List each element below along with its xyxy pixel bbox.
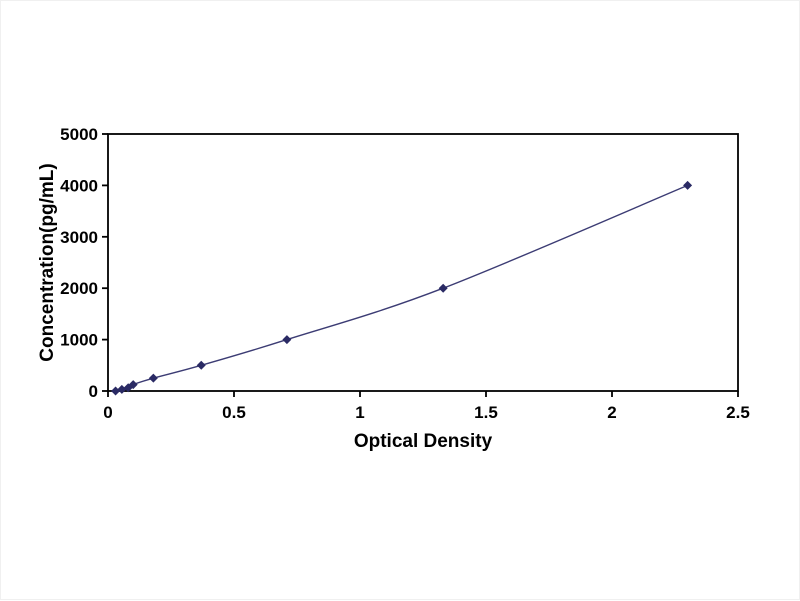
data-point-marker xyxy=(117,384,127,394)
x-tick-label: 1 xyxy=(355,403,364,422)
x-tick-label: 2 xyxy=(607,403,616,422)
y-tick-label: 3000 xyxy=(60,228,98,247)
x-tick-label: 1.5 xyxy=(474,403,498,422)
y-tick-label: 5000 xyxy=(60,125,98,144)
y-tick-label: 0 xyxy=(89,382,98,401)
y-tick-label: 2000 xyxy=(60,279,98,298)
x-tick-label: 2.5 xyxy=(726,403,750,422)
data-point-marker xyxy=(148,373,158,383)
y-axis-label: Concentration(pg/mL) xyxy=(37,163,58,361)
data-point-marker xyxy=(683,180,693,190)
data-point-marker xyxy=(438,283,448,293)
data-point-marker xyxy=(111,386,121,396)
data-point-marker xyxy=(128,380,138,390)
x-tick-label: 0 xyxy=(103,403,112,422)
plot-area xyxy=(107,133,739,392)
y-tick-label: 1000 xyxy=(60,331,98,350)
data-point-marker xyxy=(282,335,292,345)
x-tick-label: 0.5 xyxy=(222,403,246,422)
x-axis-label: Optical Density xyxy=(354,431,493,452)
data-point-marker xyxy=(196,360,206,370)
y-tick-label: 4000 xyxy=(60,176,98,195)
